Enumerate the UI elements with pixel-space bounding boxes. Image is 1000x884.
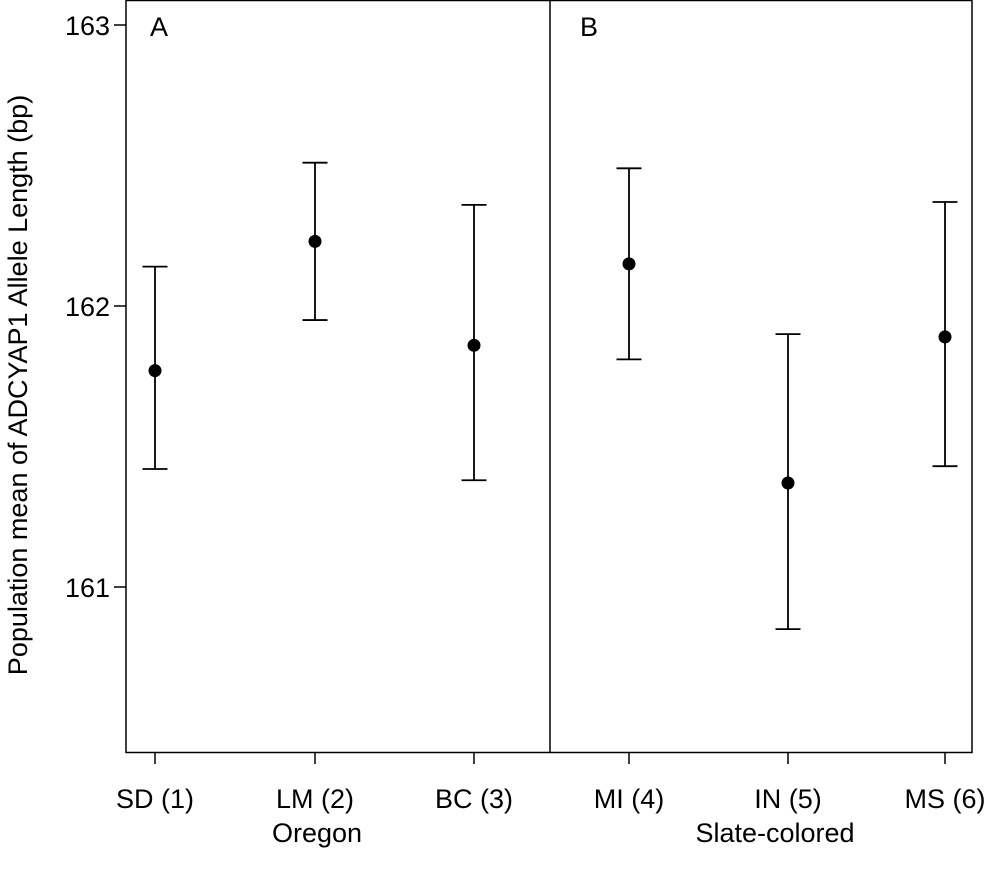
panel-label-a: A — [150, 12, 168, 42]
group-label-slate-colored: Slate-colored — [695, 818, 854, 848]
x-tick-label: MI (4) — [594, 784, 665, 814]
x-tick-label: SD (1) — [116, 784, 194, 814]
y-tick-label: 162 — [65, 292, 110, 322]
data-point-group — [461, 203, 487, 482]
y-tick-label: 163 — [65, 11, 110, 41]
plot-frame — [125, 0, 973, 754]
data-point-group — [142, 265, 168, 470]
mean-point — [308, 234, 322, 248]
panel-label-b: B — [580, 12, 598, 42]
mean-point — [622, 257, 636, 271]
mean-point — [781, 476, 795, 490]
x-tick-label: MS (6) — [905, 784, 986, 814]
mean-point — [938, 330, 952, 344]
plot-area-border — [125, 0, 973, 754]
group-label-oregon: Oregon — [272, 818, 362, 848]
x-tick-label: BC (3) — [435, 784, 513, 814]
x-axis: SD (1) LM (2) BC (3) MI (4) IN (5) MS (6) — [116, 752, 986, 814]
x-tick-label: IN (5) — [754, 784, 822, 814]
y-axis-title: Population mean of ADCYAP1 Allele Length… — [3, 95, 33, 675]
mean-point — [148, 364, 162, 378]
data-point-group — [932, 201, 958, 468]
mean-point — [467, 338, 481, 352]
data-point-group — [775, 333, 801, 631]
data-marks — [142, 161, 958, 631]
data-point-group — [302, 161, 328, 321]
y-tick-label: 161 — [65, 573, 110, 603]
y-axis: 161 162 163 — [65, 11, 126, 603]
x-tick-label: LM (2) — [276, 784, 354, 814]
data-point-group — [616, 167, 642, 361]
